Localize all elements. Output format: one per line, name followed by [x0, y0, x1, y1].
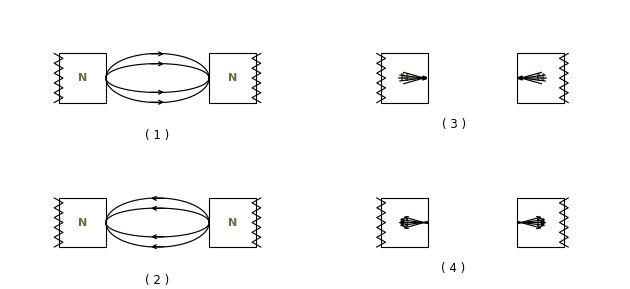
Text: N: N — [228, 73, 238, 83]
Text: N: N — [77, 73, 87, 83]
Text: ( 2 ): ( 2 ) — [146, 274, 169, 287]
Bar — [209, 53, 256, 103]
Bar — [59, 53, 106, 103]
Text: ( 4 ): ( 4 ) — [442, 262, 466, 275]
Bar — [517, 198, 564, 247]
Bar — [517, 53, 564, 103]
Bar — [59, 198, 106, 247]
Text: N: N — [536, 73, 545, 83]
Text: ( 1 ): ( 1 ) — [146, 129, 169, 142]
Text: N: N — [536, 218, 545, 227]
Text: ( 3 ): ( 3 ) — [442, 118, 466, 131]
Text: N: N — [77, 218, 87, 227]
Text: N: N — [400, 73, 410, 83]
Text: N: N — [228, 218, 238, 227]
Bar — [381, 198, 428, 247]
Bar — [381, 53, 428, 103]
Bar — [209, 198, 256, 247]
Text: N: N — [400, 218, 410, 227]
